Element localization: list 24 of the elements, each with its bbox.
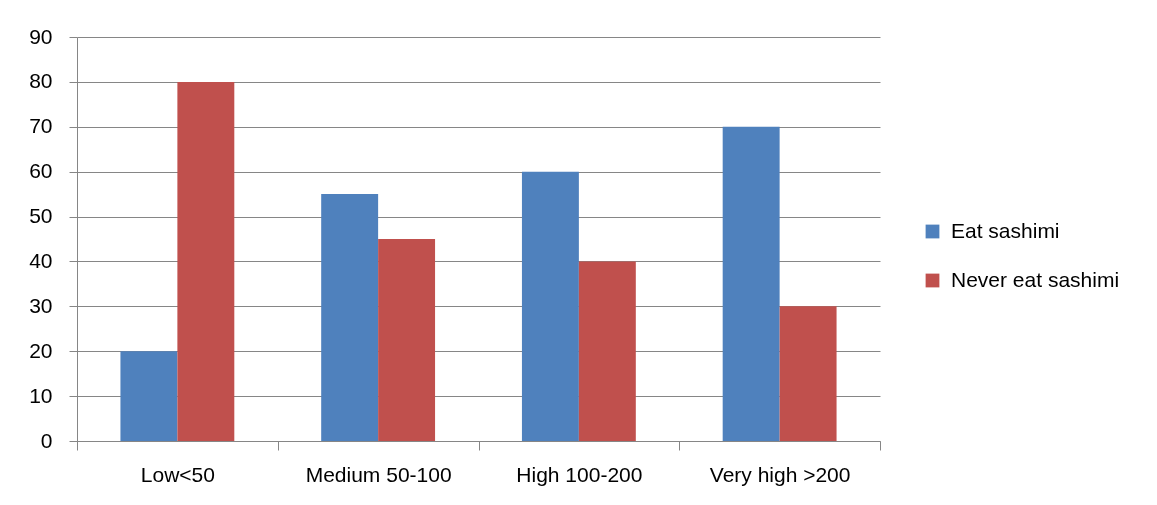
y-tick-label: 60 xyxy=(29,159,53,183)
y-tick-label: 40 xyxy=(29,248,53,272)
bar xyxy=(578,261,636,441)
y-tick-label: 80 xyxy=(29,69,53,93)
x-tick-label: Low<50 xyxy=(140,462,215,486)
y-tick-label: 30 xyxy=(29,293,53,317)
bar xyxy=(321,194,379,441)
x-tick-label: Very high >200 xyxy=(709,462,851,486)
y-tick-label: 90 xyxy=(29,24,53,48)
y-tick-label: 20 xyxy=(29,338,53,362)
bar xyxy=(120,351,178,441)
legend-label: Never eat sashimi xyxy=(951,267,1120,291)
x-tick-label: High 100-200 xyxy=(516,462,643,486)
y-tick-label: 70 xyxy=(29,114,53,138)
y-tick-label: 10 xyxy=(29,383,53,407)
bar xyxy=(722,126,780,441)
bar xyxy=(779,306,837,441)
y-tick-label: 0 xyxy=(40,428,53,452)
x-tick-label: Medium 50-100 xyxy=(305,462,452,486)
bar xyxy=(521,171,579,441)
legend-label: Eat sashimi xyxy=(951,218,1060,242)
bar xyxy=(177,81,235,441)
bar xyxy=(378,239,436,441)
y-tick-label: 50 xyxy=(29,204,53,228)
